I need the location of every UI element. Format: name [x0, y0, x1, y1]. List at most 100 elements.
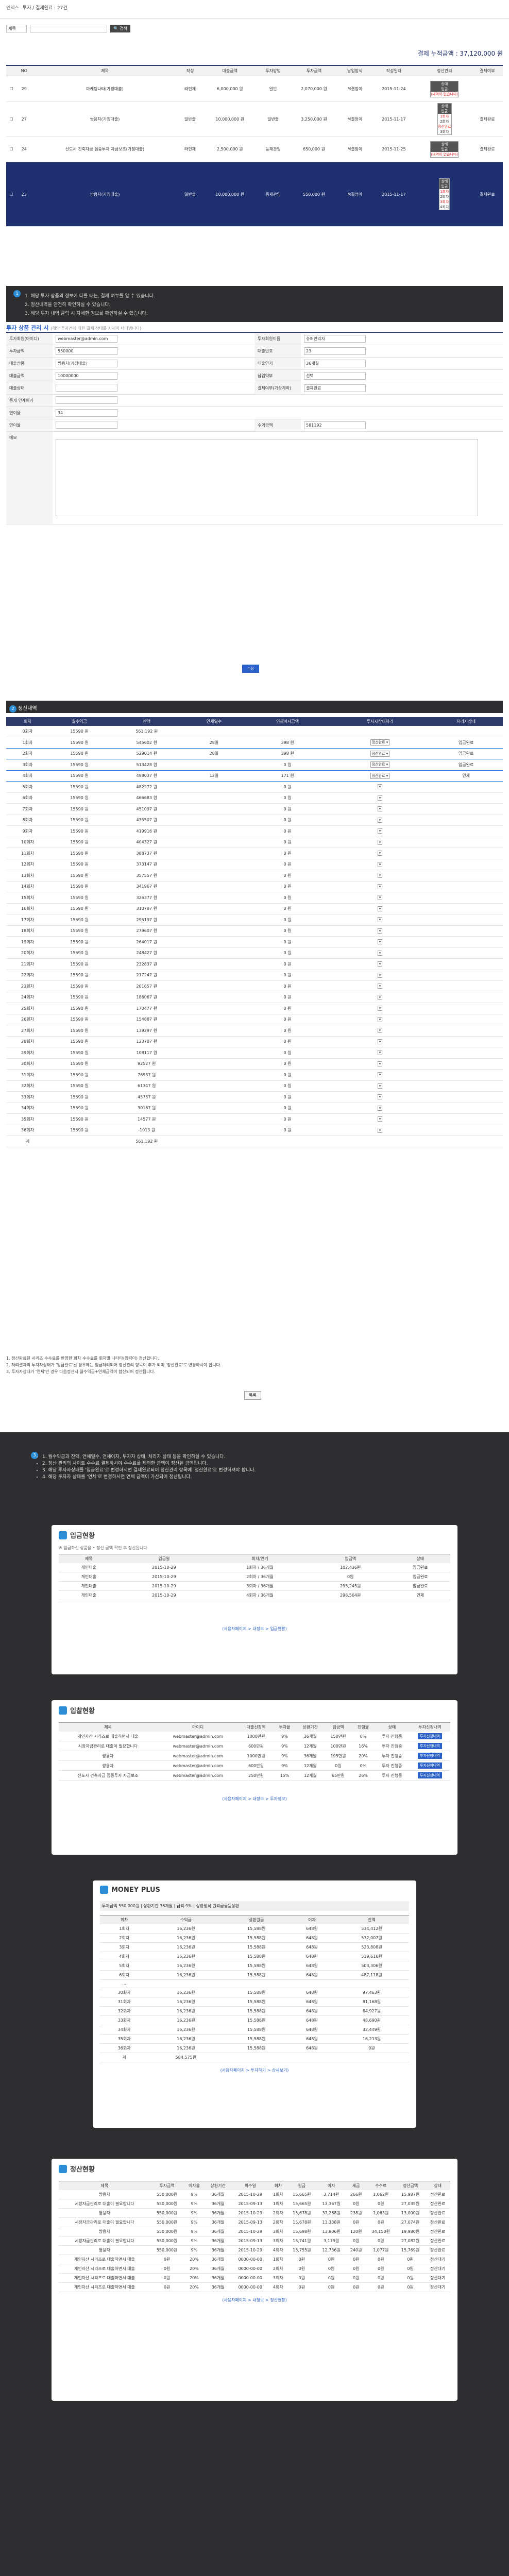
investor-status-select[interactable]: ▾ — [377, 972, 383, 978]
investor-status-select[interactable]: ▾ — [377, 961, 383, 967]
investor-status-select[interactable]: ▾ — [377, 1006, 383, 1011]
investor-status-select[interactable]: ▾ — [377, 1083, 383, 1089]
investor-status-select[interactable]: ▾ — [377, 1072, 383, 1078]
form-input[interactable]: 34 — [56, 409, 117, 417]
form-input[interactable] — [56, 438, 478, 516]
form-input[interactable]: 581192 — [304, 421, 366, 429]
investor-status-select[interactable]: ▾ — [377, 817, 383, 823]
row-checkbox[interactable]: ☐ — [6, 162, 17, 227]
investor-status-select[interactable]: ▾ — [377, 828, 383, 834]
settle-status-cell: ▾ — [330, 958, 430, 970]
investor-status-select[interactable]: ▾ — [377, 1105, 383, 1111]
cell-title[interactable]: 마케팅나타(가칭대출) — [31, 76, 178, 102]
form-input[interactable]: 결제완료 — [304, 384, 366, 392]
back-button[interactable]: 목록 — [244, 1391, 261, 1400]
table-row[interactable]: ☐ 29 마케팅나타(가칭대출) 라인재 6,000,000 원 일반 2,070,000 … — [6, 76, 503, 102]
settle-cell — [183, 1036, 245, 1047]
form-input[interactable]: 550000 — [56, 347, 117, 355]
card-link[interactable]: (사용자페이지 > 내정보 > 투자정보) — [222, 1797, 287, 1801]
form-value: 결제완료 — [301, 384, 503, 392]
form-value: 슈퍼관리자 — [301, 335, 503, 343]
form-input[interactable]: 23 — [304, 347, 366, 355]
investor-status-select[interactable]: ▾ — [377, 906, 383, 911]
cell-title[interactable]: 신도시 건축자금 집중투자 자금보조(가칭대출) — [31, 136, 178, 162]
investor-status-select[interactable]: ▾ — [377, 984, 383, 989]
form-input[interactable]: 슈퍼관리자 — [304, 335, 366, 343]
investor-status-select[interactable]: ▾ — [377, 884, 383, 889]
settle-cell — [429, 859, 503, 870]
card-link[interactable]: (사용자페이지 > 내정보 > 정산현황) — [222, 2298, 287, 2302]
investor-status-select[interactable]: ▾ — [377, 939, 383, 945]
investor-status-select[interactable]: ▾ — [377, 895, 383, 901]
settle-cell: 22회차 — [6, 970, 49, 981]
status-line: 입금 — [431, 146, 459, 152]
investor-status-select[interactable]: ▾ — [377, 1061, 383, 1066]
settle-row: 1회차 15590 원 545602 원 28일 398 원 정산완료 ▾ 입금완료 — [6, 737, 503, 749]
investor-status-select[interactable]: 정산완료 ▾ — [370, 739, 390, 746]
status-box[interactable]: 상태 입금 1회차 2회차 정산완료 3회차 — [437, 103, 452, 135]
table-row[interactable]: ☐ 23 쌍용차(가칭대출) 일반출 10,000,000 원 등재관입 550,000 원… — [6, 162, 503, 227]
card-link[interactable]: (사용자페이지 > 내정보 > 입금현황) — [222, 1626, 287, 1631]
investor-status-select[interactable]: ▾ — [377, 806, 383, 812]
status-box[interactable]: 상태 입금 (내역이 없습니다) — [430, 141, 459, 158]
table-row[interactable]: ☐ 24 신도시 건축자금 집중투자 자금보조(가칭대출) 라인재 2,500,000 … — [6, 136, 503, 162]
settle-cell: 25회차 — [6, 1003, 49, 1014]
investor-status-select[interactable]: 정산완료 ▾ — [370, 750, 390, 757]
form-input[interactable]: 선택 — [304, 372, 366, 380]
search-field-select[interactable]: 제목 — [6, 25, 27, 32]
cell-no: 23 — [16, 162, 32, 227]
status-box[interactable]: 상태 입금 (내역이 없습니다) — [430, 80, 459, 97]
row-checkbox[interactable]: ☐ — [6, 136, 17, 162]
form-input[interactable] — [56, 421, 117, 429]
settle-cell: 28일 — [183, 737, 245, 749]
investor-status-select[interactable]: ▾ — [377, 795, 383, 801]
breadcrumb-home[interactable]: 인덱스 — [6, 6, 19, 11]
investor-status-select[interactable]: 정산완료 ▾ — [370, 772, 390, 779]
investor-status-select[interactable]: ▾ — [377, 994, 383, 1000]
investor-status-select[interactable]: ▾ — [377, 1116, 383, 1122]
row-checkbox[interactable]: ☐ — [6, 101, 17, 137]
form-input[interactable]: 36개월 — [304, 360, 366, 367]
status-box[interactable]: 상태 입금 1회차 2회차 3회차 4회차 — [439, 178, 450, 210]
investor-status-select[interactable]: ▾ — [377, 917, 383, 923]
investor-status-select[interactable]: ▾ — [377, 950, 383, 956]
investor-status-select[interactable]: ▾ — [377, 1039, 383, 1044]
settle-cell — [183, 1113, 245, 1125]
form-input[interactable] — [56, 396, 117, 404]
cell-pay: M결정이 — [339, 76, 370, 102]
investor-status-select[interactable]: ▾ — [377, 873, 383, 878]
investor-status-select[interactable]: ▾ — [377, 1094, 383, 1100]
settle-cell: 15590 원 — [48, 1091, 110, 1103]
settle-cell: 11회차 — [6, 848, 49, 859]
investor-status-select[interactable]: ▾ — [377, 1028, 383, 1033]
submit-button[interactable]: 수정 — [242, 665, 259, 673]
form-input[interactable]: webmaster@admin.com — [56, 335, 117, 343]
table-row[interactable]: ☐ 27 쌍용차(가칭대출) 일반출 10,000,000 원 일반출 3,250,000 … — [6, 101, 503, 137]
cell-title[interactable]: 쌍용차(가칭대출) — [31, 162, 178, 227]
investor-status-select[interactable]: ▾ — [377, 861, 383, 867]
search-button[interactable]: 🔍 검색 — [110, 25, 130, 32]
settle-cell — [183, 970, 245, 981]
form-value: 10000000 — [53, 372, 254, 380]
column-header: 작성 — [178, 65, 202, 76]
cell-title[interactable]: 쌍용차(가칭대출) — [31, 101, 178, 137]
card-link[interactable]: (사용자페이지 > 투자하기 > 상세보기) — [220, 2068, 289, 2073]
form-input[interactable]: 쌍용차(가칭대출) — [56, 360, 117, 367]
search-input[interactable] — [30, 25, 107, 32]
form-input[interactable]: 10000000 — [56, 372, 117, 380]
investor-status-select[interactable]: ▾ — [377, 928, 383, 934]
settle-cell: 186067 원 — [110, 992, 184, 1003]
investor-status-select[interactable]: ▾ — [377, 851, 383, 856]
investor-status-select[interactable]: 정산완료 ▾ — [370, 761, 390, 768]
investor-status-select[interactable]: ▾ — [377, 839, 383, 845]
column-header: 연체이자금액 — [244, 717, 331, 726]
investor-status-select[interactable]: ▾ — [377, 1050, 383, 1056]
form-input[interactable] — [56, 384, 117, 392]
settle-cell: 76937 원 — [110, 1069, 184, 1081]
settle-row: 6회차 15590 원 466683 원 0 원 ▾ — [6, 792, 503, 804]
investor-status-select[interactable]: ▾ — [377, 1016, 383, 1022]
investor-status-select[interactable]: ▾ — [377, 784, 383, 790]
row-checkbox[interactable]: ☐ — [6, 76, 17, 102]
investor-status-select[interactable]: ▾ — [377, 1127, 383, 1133]
select-value: 정산완료 — [371, 740, 385, 745]
